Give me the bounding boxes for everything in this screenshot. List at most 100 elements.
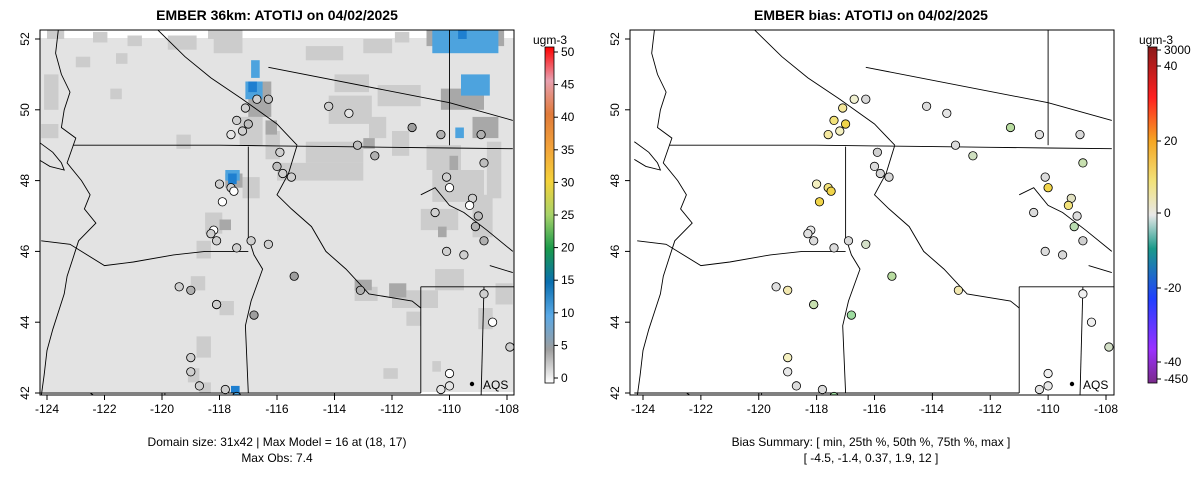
station-marker [1058,250,1068,260]
x-tick-label: -120 [150,402,174,416]
station-marker [246,236,256,246]
station-marker [487,317,498,327]
y-tick-label: 42 [18,386,32,400]
boundary-line [276,145,422,309]
model-grid-cell [383,368,398,379]
station-marker [887,271,897,281]
station-marker [829,243,839,253]
station-marker [324,101,334,111]
boundary-line [634,141,662,171]
station-marker [370,151,380,161]
station-marker [1005,122,1016,133]
station-marker [430,207,440,218]
model-grid-cell [438,226,447,238]
station-marker [1069,222,1079,232]
boundary-line [489,265,513,274]
model-grid-cell [75,56,91,68]
model-grid-cell [455,127,464,139]
station-marker [186,352,196,363]
x-tick-label: -108 [1094,402,1118,416]
model-grid-cell [354,279,372,291]
right-plot-background [630,30,1114,395]
y-tick-label: 50 [608,103,622,117]
left-x-axis: -124 -122 -120 -118 -116 -114 -112 -110 -108 [35,395,519,416]
x-tick-label: -124 [35,402,59,416]
station-marker [829,391,839,395]
station-marker [1075,130,1085,140]
station-marker [226,130,236,140]
legend-tick-label: -20 [1164,281,1182,295]
x-tick-label: -122 [689,402,713,416]
station-marker [950,140,961,150]
x-tick-label: -110 [1037,402,1060,416]
left-colorbar [544,46,555,384]
model-grid-cell [41,124,59,139]
model-grid-cell [305,46,344,61]
y-tick-label: 44 [18,315,32,329]
model-grid-cell [47,30,65,39]
station-marker [243,119,253,129]
station-marker [823,130,833,140]
station-marker [505,342,514,352]
model-grid-cell [486,141,502,199]
station-marker [344,108,354,118]
model-grid-cell [219,219,231,231]
station-marker [1063,200,1074,210]
station-marker [791,381,802,391]
model-grid-cell [432,30,499,54]
legend-tick-label: -450 [1164,372,1188,386]
model-grid-cell [228,173,237,185]
station-marker [875,168,885,179]
right-colorbar-ticks: 3000 40 20 0 -20 -40 -450 [1157,43,1191,386]
station-marker [470,222,480,232]
boundary-line [1019,187,1113,252]
station-marker [835,126,845,136]
left-station-markers [174,94,514,395]
station-marker [479,289,489,299]
model-grid-cell [196,240,211,259]
station-marker [869,161,880,171]
model-grid-cell [363,138,375,149]
station-marker [473,211,483,221]
left-panel-title: EMBER 36km: ATOTIJ on 04/02/2025 [156,7,398,23]
station-marker [861,239,871,249]
boundary-line [420,187,514,252]
model-grid-cell [406,311,421,326]
model-grid-cell [116,53,128,64]
station-marker [206,229,216,239]
station-marker [286,172,296,182]
model-grid-cell [420,208,459,231]
station-marker [1043,368,1053,379]
station-marker [479,236,489,246]
model-grid-cell [93,31,108,43]
right-caption-line2: [ -4.5, -1.4, 0.37, 1.9, 12 ] [804,451,939,465]
station-marker [240,103,250,113]
station-marker [942,108,952,118]
model-grid-cell [196,336,211,358]
legend-tick-label: 50 [561,45,575,59]
station-marker [1072,211,1082,221]
x-tick-label: -116 [265,402,288,416]
station-marker [843,236,854,246]
model-grid-cell [110,88,122,100]
y-tick-label: 52 [18,32,32,46]
model-grid-cell [213,39,243,54]
station-marker [232,243,242,253]
boundary-line [41,240,249,267]
station-marker [811,179,822,189]
station-marker [838,103,848,113]
station-marker [237,126,248,136]
station-marker [459,250,469,260]
station-marker [1043,381,1053,391]
station-marker [220,384,230,395]
left-legend-unit: ugm-3 [533,33,567,47]
model-grid-cell [461,74,490,96]
station-marker [479,158,489,168]
station-marker [783,285,793,295]
station-marker [272,161,282,171]
boundary-line [480,286,485,395]
right-map-panel: EMBER bias: ATOTIJ on 04/02/2025 -124 -12… [608,7,1191,465]
boundary-line [1079,286,1084,395]
station-marker [289,271,299,281]
